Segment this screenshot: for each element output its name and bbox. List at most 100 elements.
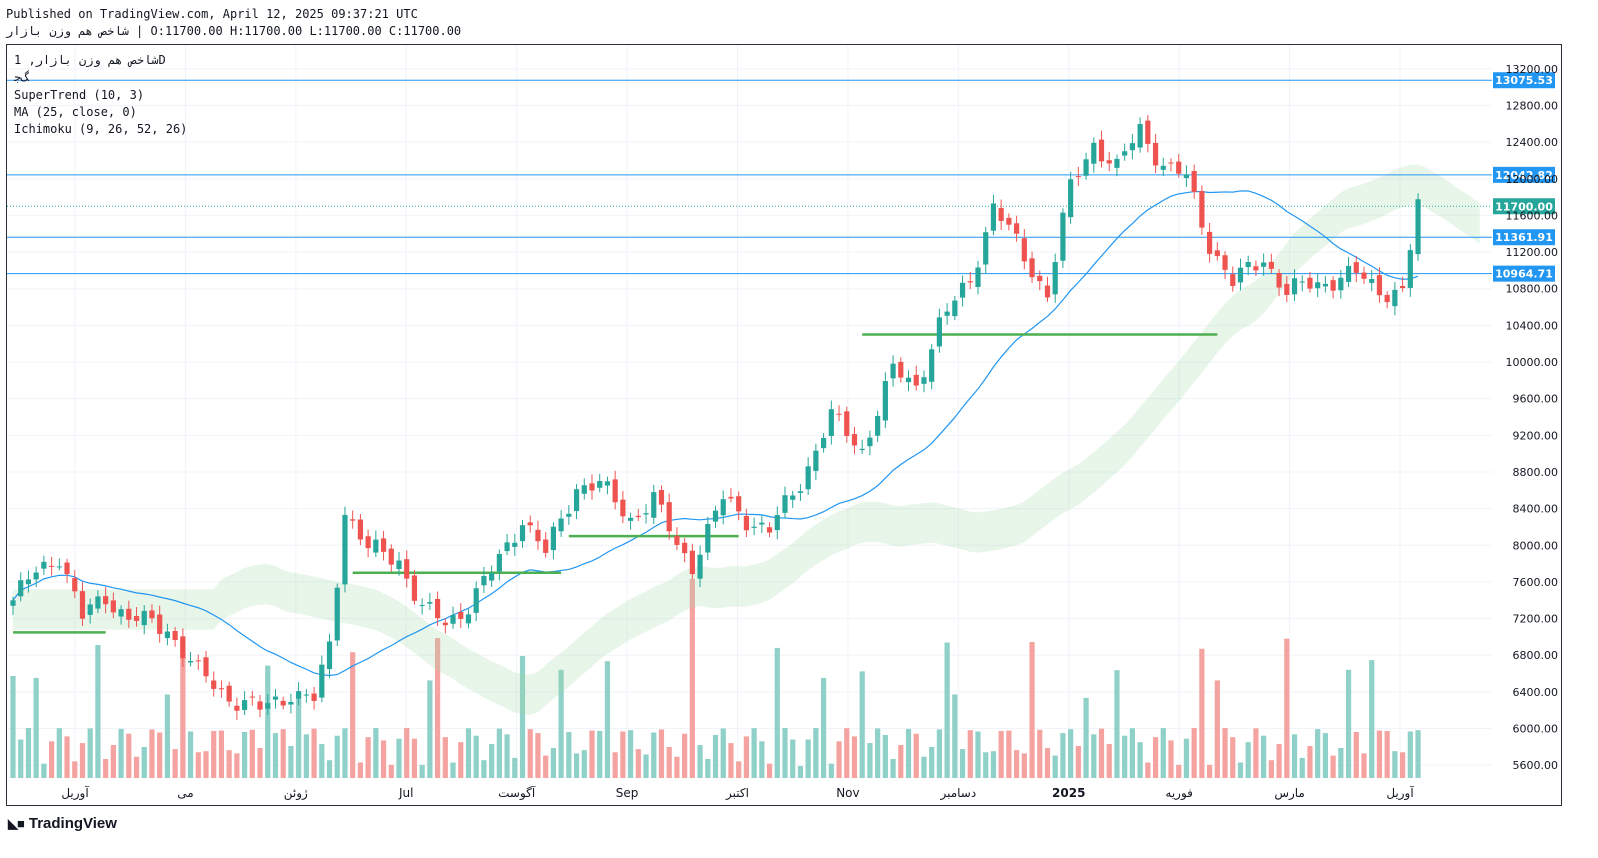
candle-body — [666, 502, 672, 532]
volume-bar — [133, 756, 140, 778]
candle-body — [651, 492, 657, 518]
volume-bar — [805, 739, 811, 778]
volume-bar — [1006, 730, 1012, 778]
candle-body — [380, 538, 387, 552]
volume-bar — [983, 752, 989, 778]
volume-bar — [828, 763, 834, 778]
candle-body — [1137, 123, 1143, 148]
volume-bar — [10, 676, 16, 778]
candle-body — [921, 377, 927, 384]
volume-bar — [1106, 744, 1112, 778]
volume-bar — [1145, 762, 1151, 778]
candle-body — [388, 548, 394, 565]
volume-bar — [49, 741, 55, 778]
volume-bar — [535, 733, 541, 778]
volume-bar — [604, 661, 611, 778]
volume-bar — [242, 731, 248, 778]
candle-body — [187, 660, 194, 663]
candle-body — [913, 374, 919, 386]
candle-body — [211, 680, 217, 689]
candle-body — [1330, 280, 1336, 291]
volume-bar — [913, 733, 919, 778]
candle-body — [1168, 162, 1174, 164]
candle-body — [473, 588, 479, 613]
ichimoku-legend[interactable]: Ichimoku (9, 26, 52, 26) — [14, 122, 188, 136]
y-tick-label: 10000.00 — [1506, 356, 1559, 369]
candle-body — [234, 705, 240, 711]
candle-body — [898, 361, 904, 378]
candle-body — [1006, 217, 1012, 225]
volume-bar — [543, 755, 549, 778]
x-tick-label: فوریه — [1165, 786, 1193, 801]
candle-body — [411, 575, 418, 601]
volume-bar — [959, 749, 966, 778]
candle-body — [435, 598, 441, 619]
candle-body — [828, 409, 834, 436]
published-label: Published on TradingView.com, April 12, … — [6, 7, 418, 21]
candle-body — [56, 566, 62, 568]
y-tick-label: 13200.00 — [1506, 63, 1559, 76]
volume-bar — [527, 729, 533, 778]
volume-bar — [226, 750, 232, 778]
candle-body — [18, 580, 24, 597]
candle-body — [149, 610, 155, 619]
candle-body — [519, 525, 526, 542]
volume-bar — [481, 760, 487, 778]
candle-body — [643, 513, 649, 515]
volume-bar — [1014, 750, 1020, 778]
candle-body — [180, 636, 186, 659]
candle-body — [983, 232, 989, 265]
candle-body — [998, 207, 1004, 221]
volume-bar — [450, 762, 456, 778]
volume-bar — [249, 729, 255, 778]
volume-bar — [1091, 734, 1097, 778]
candle-body — [64, 562, 70, 575]
candle-body — [597, 481, 603, 488]
volume-bar — [25, 728, 32, 778]
ohlc-readout: شاخص هم وزن بازار | O:11700.00 H:11700.0… — [6, 24, 462, 38]
candle-body — [396, 560, 402, 570]
candle-body — [118, 609, 124, 617]
y-tick-label: 8800.00 — [1513, 466, 1559, 479]
candle-body — [465, 614, 472, 624]
volume-bar — [1338, 748, 1344, 778]
volume-bar — [1261, 735, 1267, 778]
volume-bar — [303, 734, 309, 778]
volume-bar — [766, 763, 773, 778]
candle-body — [226, 685, 232, 702]
volume-bar — [1052, 755, 1058, 778]
cloud-area — [13, 164, 1480, 715]
tradingview-brand[interactable]: ◣■ TradingView — [8, 815, 117, 832]
candle-body — [1276, 273, 1282, 288]
candle-body — [589, 483, 595, 491]
candle-body — [527, 522, 533, 526]
volume-bar — [187, 731, 194, 778]
volume-bar — [1245, 742, 1251, 778]
supertrend-legend[interactable]: SuperTrend (10, 3) — [14, 88, 145, 102]
time-axis: آوریل می ژوئن Jul آگوست Sep اکتبر Nov دسامبر 2025… — [61, 785, 1414, 801]
candle-body — [512, 542, 518, 547]
volume-bar — [1129, 728, 1135, 778]
candle-body — [674, 535, 680, 545]
candle-body — [929, 349, 935, 382]
volume-bar — [56, 728, 62, 778]
candle-body — [41, 561, 47, 569]
volume-bar — [782, 728, 788, 778]
volume-bar — [990, 751, 997, 778]
candle-body — [759, 522, 765, 525]
volume-bar — [180, 640, 186, 778]
volume-bar — [465, 728, 472, 778]
volume-bar — [326, 760, 333, 778]
candle-body — [1091, 142, 1097, 164]
volume-bar — [813, 728, 819, 778]
x-tick-label: می — [177, 786, 193, 800]
candle-body — [1214, 250, 1220, 257]
chart-frame[interactable] — [6, 44, 1562, 806]
y-tick-label: 12800.00 — [1506, 99, 1559, 112]
ma-legend[interactable]: MA (25, close, 0) — [14, 105, 137, 119]
volume-bar — [558, 669, 564, 778]
candle-body — [33, 572, 39, 580]
volume-bar — [1376, 730, 1383, 778]
candle-body — [288, 701, 294, 705]
